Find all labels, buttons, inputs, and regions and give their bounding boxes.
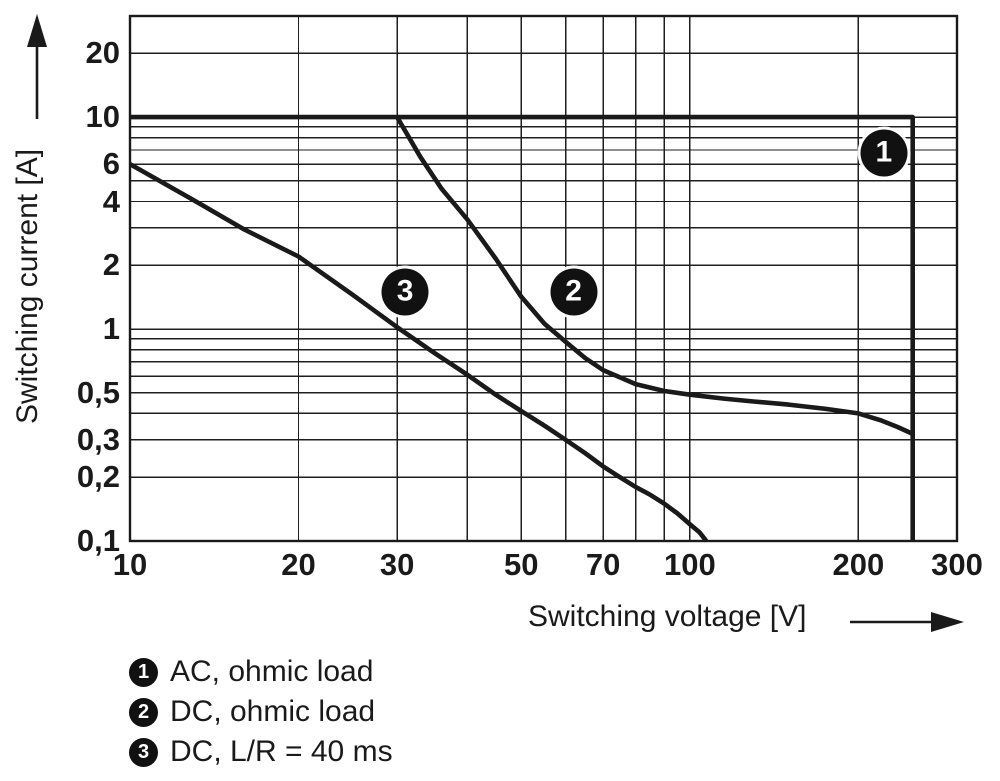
legend: 1 AC, ohmic load 2 DC, ohmic load 3 DC, L/R =… xyxy=(129,652,393,772)
x-tick-label: 20 xyxy=(281,547,316,582)
y-tick-label: 0,2 xyxy=(76,459,120,495)
plot-border xyxy=(128,14,959,543)
y-tick-label: 2 xyxy=(102,247,120,283)
x-axis-title: Switching voltage [V] xyxy=(528,600,807,633)
y-tick-label: 0,3 xyxy=(76,421,120,457)
x-axis-arrow-head xyxy=(931,612,964,632)
legend-label: DC, ohmic load xyxy=(170,695,376,728)
y-tick-label: 10 xyxy=(85,99,120,135)
y-tick-label: 6 xyxy=(102,146,120,182)
y-tick-label: 4 xyxy=(102,183,120,219)
y-tick-label: 0,1 xyxy=(76,523,120,558)
y-tick-label: 0,5 xyxy=(76,374,120,410)
x-tick-label: 200 xyxy=(832,547,885,582)
legend-badge: 3 xyxy=(129,737,158,767)
curve-1 xyxy=(130,114,916,541)
legend-item: 2 DC, ohmic load xyxy=(129,692,393,732)
legend-item: 3 DC, L/R = 40 ms xyxy=(129,732,393,772)
curve-2 xyxy=(395,115,914,436)
legend-badge: 2 xyxy=(129,697,158,727)
legend-badge: 1 xyxy=(129,657,158,687)
curve-badge-1: 1 xyxy=(860,129,908,177)
legend-label: DC, L/R = 40 ms xyxy=(170,735,393,768)
curve-badge-2: 2 xyxy=(550,268,598,316)
curve-badge-3: 3 xyxy=(381,268,429,316)
x-tick-label: 300 xyxy=(931,547,983,582)
x-tick-label: 50 xyxy=(504,547,539,582)
x-tick-label: 10 xyxy=(112,547,148,582)
legend-item: 1 AC, ohmic load xyxy=(129,652,393,692)
x-tick-label: 30 xyxy=(379,547,415,582)
x-tick-label: 70 xyxy=(585,547,621,582)
x-tick-label: 100 xyxy=(664,547,716,582)
y-axis-arrow-head xyxy=(27,14,47,47)
legend-label: AC, ohmic load xyxy=(170,655,374,688)
y-tick-label: 20 xyxy=(85,35,120,71)
curve-3 xyxy=(128,162,709,543)
y-tick-label: 1 xyxy=(102,311,120,347)
